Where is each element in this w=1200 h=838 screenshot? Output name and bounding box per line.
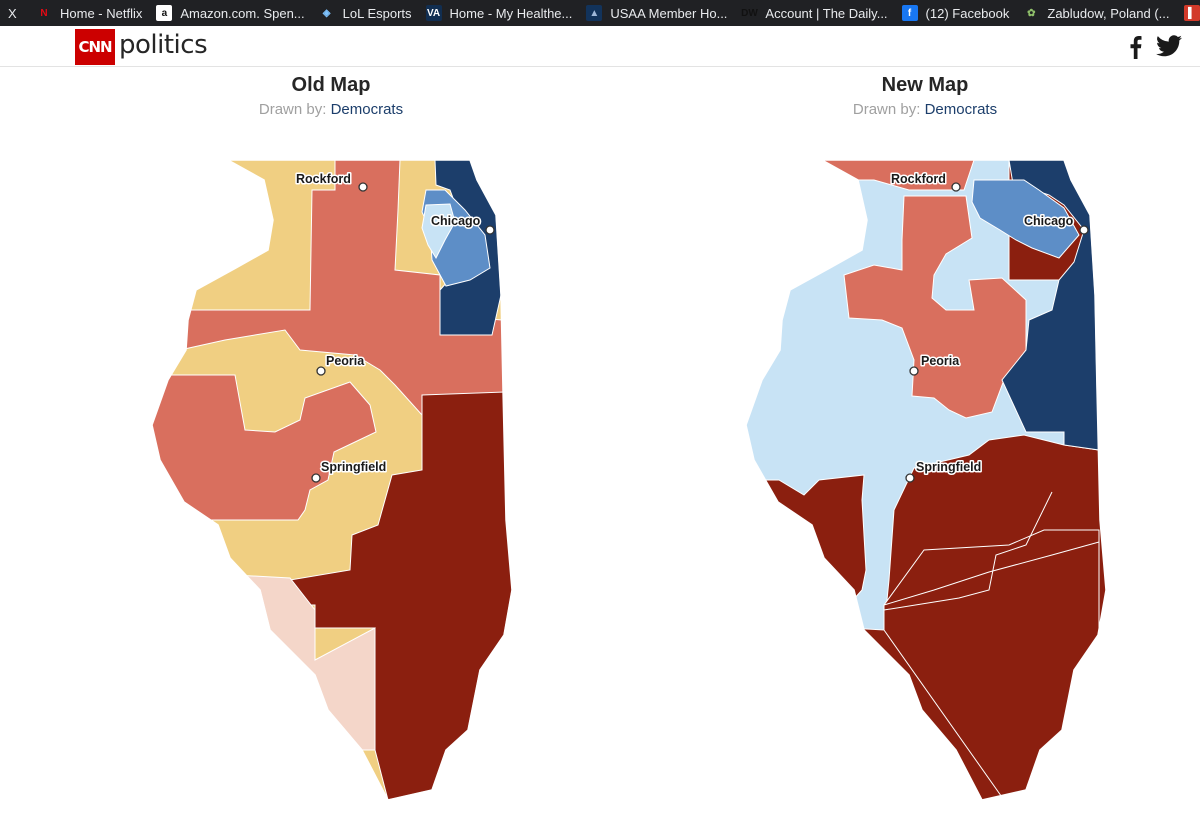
facebook-favicon: f <box>901 5 918 21</box>
new-district-map: Rockford Chicago Peoria Springfield <box>745 159 1107 801</box>
bookmark-label: Home - Netflix <box>60 5 143 21</box>
old-district-map: Rockford Chicago Peoria Springfield <box>140 159 513 801</box>
bookmark-item[interactable]: VA Home - My Healthe... <box>425 5 587 21</box>
springfield-marker <box>311 473 321 483</box>
section-title[interactable]: politics <box>119 30 208 60</box>
chicago-marker <box>1079 225 1089 235</box>
bookmark-label: (12) Facebook <box>925 5 1010 21</box>
bookmark-item[interactable]: ✿ Zabludow, Poland (... <box>1023 5 1183 21</box>
state-outline-old <box>151 159 513 801</box>
springfield-marker <box>905 473 915 483</box>
new-map-title: New Map <box>881 74 969 96</box>
va-icon: VA <box>425 5 442 21</box>
usaa-icon: ▲ <box>586 5 603 21</box>
bookmarks-bar: X N Home - Netflix a Amazon.com. Spen... ◈ Lo… <box>0 0 1200 26</box>
old-map-drawn-by-value: Democrats <box>330 101 404 118</box>
bookmark-label: Zabludow, Poland (... <box>1047 5 1170 21</box>
new-map-drawn-by-label: Drawn by: <box>852 101 921 118</box>
peoria-marker <box>909 366 919 376</box>
twitter-icon[interactable] <box>1156 35 1182 57</box>
old-map-title: Old Map <box>291 74 371 96</box>
new-map-drawn-by-value: Democrats <box>924 101 998 118</box>
chicago-marker <box>485 225 495 235</box>
district-likely-dem-north[interactable] <box>971 179 1080 259</box>
chicago-label: Chicago <box>431 214 481 228</box>
district-lean-dem-chicago[interactable] <box>421 203 456 260</box>
old-map-drawn-by: Drawn by: Democrats <box>181 101 481 118</box>
flag-icon: ▌ <box>1183 5 1200 21</box>
bookmark-item[interactable]: ▌Unveiling <box>1183 5 1200 21</box>
bookmark-item[interactable]: f (12) Facebook <box>901 5 1024 21</box>
site-header: CNN politics <box>0 26 1200 67</box>
district-likely-rep-central[interactable] <box>140 160 506 416</box>
lol-esports-icon: ◈ <box>322 7 331 19</box>
bookmark-label: USAA Member Ho... <box>610 5 728 21</box>
rockford-marker <box>951 182 961 192</box>
district-boundary-south-2 <box>883 491 1053 611</box>
bookmark-item[interactable]: ◈ LoL Esports <box>319 5 426 21</box>
bookmark-label: Home - My Healthe... <box>449 5 573 21</box>
bookmark-item[interactable]: ▲ USAA Member Ho... <box>586 5 741 21</box>
bookmark-item[interactable]: N Home - Netflix <box>36 5 156 21</box>
chicago-label: Chicago <box>1024 214 1074 228</box>
bookmark-label: Account | The Daily... <box>765 5 888 21</box>
new-map-drawn-by: Drawn by: Democrats <box>775 101 1075 118</box>
district-safe-rep-south[interactable] <box>883 529 1100 800</box>
rockford-label: Rockford <box>296 172 351 186</box>
globe-icon: ✿ <box>1027 7 1036 19</box>
springfield-label: Springfield <box>916 460 981 474</box>
bookmark-label: LoL Esports <box>342 5 412 21</box>
bookmark-item[interactable]: DW Account | The Daily... <box>741 5 901 21</box>
rockford-label: Rockford <box>891 172 946 186</box>
old-map-drawn-by-label: Drawn by: <box>258 101 327 118</box>
amazon-icon: a <box>156 5 173 21</box>
dw-icon: DW <box>741 7 758 19</box>
bookmark-label: Amazon.com. Spen... <box>180 5 305 21</box>
springfield-label: Springfield <box>321 460 386 474</box>
district-likely-rep-north[interactable] <box>813 160 975 191</box>
peoria-label: Peoria <box>921 354 960 368</box>
state-outline-new <box>745 159 1107 801</box>
peoria-marker <box>316 366 326 376</box>
cnn-logo[interactable]: CNN <box>75 29 115 65</box>
facebook-icon[interactable] <box>1126 35 1144 59</box>
bookmarks-leading-x[interactable]: X <box>8 5 17 21</box>
district-likely-rep-central[interactable] <box>843 195 1027 419</box>
netflix-icon: N <box>40 7 48 19</box>
rockford-marker <box>358 182 368 192</box>
district-boundary-south-1 <box>883 541 1100 606</box>
bookmark-item[interactable]: a Amazon.com. Spen... <box>156 5 318 21</box>
peoria-label: Peoria <box>326 354 365 368</box>
